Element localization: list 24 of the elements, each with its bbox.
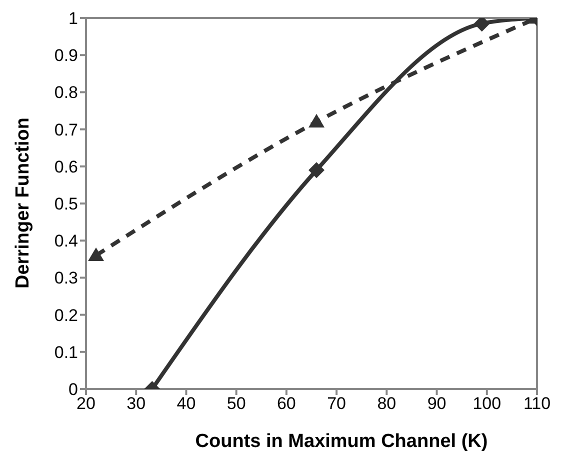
x-tick-label: 110: [523, 394, 551, 414]
y-tick-label: 0.2: [54, 306, 78, 325]
x-tick-label: 80: [377, 394, 396, 414]
y-tick-label: 0.8: [54, 83, 78, 102]
y-tick-label: 0.6: [54, 157, 78, 176]
x-tick-label: 100: [472, 394, 502, 414]
x-tick-label: 60: [276, 394, 296, 414]
x-tick-label: 30: [126, 394, 146, 414]
y-tick-label: 0.1: [54, 342, 78, 362]
point: [308, 162, 325, 178]
x-tick-label: 20: [76, 394, 96, 414]
x-tick-label: 90: [427, 394, 446, 414]
y-tick-label: 0.4: [54, 232, 78, 251]
y-tick-label: 0.7: [54, 120, 78, 140]
y-tick-label: 0: [68, 380, 78, 400]
x-tick-label: 70: [327, 394, 346, 414]
y-tick-label: 0.9: [54, 46, 78, 66]
y-tick-label: 1: [68, 9, 78, 28]
x-tick-label: 40: [176, 394, 196, 414]
y-axis-title: Derringer Function: [12, 117, 34, 288]
x-axis-title: Counts in Maximum Channel (K): [195, 431, 488, 452]
x-tick-label: 50: [226, 394, 246, 414]
y-tick-label: 0.5: [54, 194, 78, 214]
y-tick-label: 0.3: [54, 268, 78, 288]
